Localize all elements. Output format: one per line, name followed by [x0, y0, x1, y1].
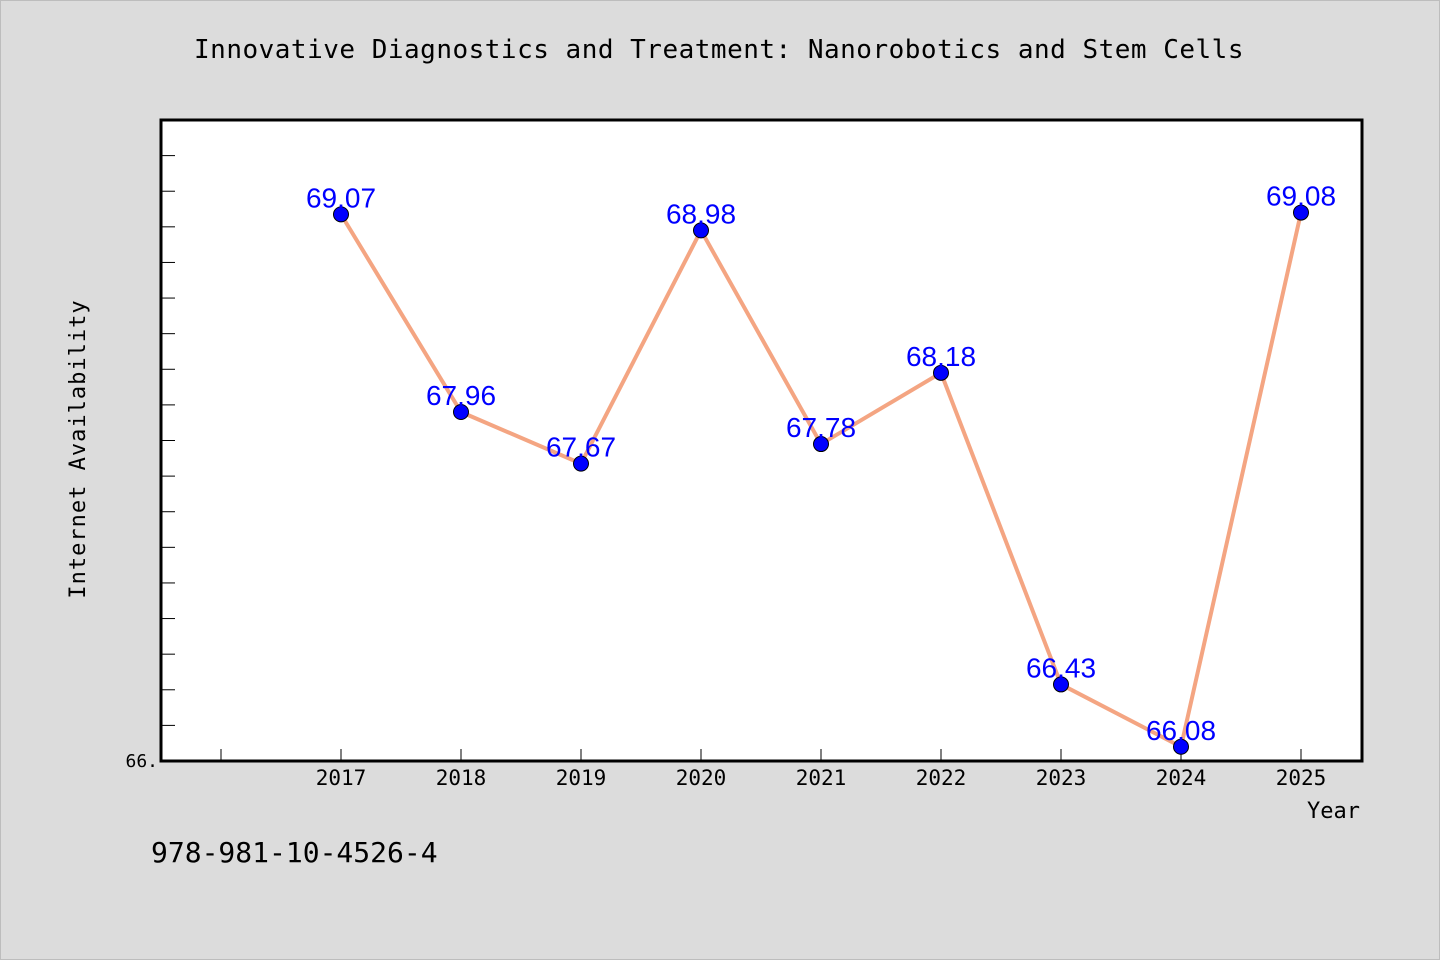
x-tick-label-2023: 2023 — [1036, 766, 1087, 790]
data-label-2025: 69.08 — [1266, 181, 1336, 212]
data-point-2020 — [693, 222, 709, 239]
data-label-2018: 67.96 — [426, 380, 496, 411]
x-tick-label-2022: 2022 — [916, 766, 967, 790]
data-label-2022: 68.18 — [906, 341, 976, 372]
x-axis-ticks: 2017 2018 2019 2020 2021 2022 2023 2024 2025 — [220, 749, 1327, 790]
data-point-2022 — [933, 364, 949, 381]
marker-layer — [333, 204, 1309, 755]
chart-title: Innovative Diagnostics and Treatment: Na… — [194, 35, 1244, 65]
data-point-2023 — [1053, 676, 1069, 693]
x-tick-label-2020: 2020 — [676, 766, 727, 790]
x-axis-label: Year — [1307, 799, 1360, 824]
x-tick-label-2024: 2024 — [1156, 766, 1207, 790]
y-tick-label: 66. — [125, 751, 158, 772]
data-point-2024 — [1173, 738, 1189, 755]
data-point-2025 — [1293, 204, 1309, 221]
data-point-2018 — [453, 404, 469, 421]
data-point-2019 — [573, 455, 589, 472]
data-label-2023: 66.43 — [1026, 652, 1096, 683]
data-label-2024: 66.08 — [1146, 715, 1216, 746]
data-label-2020: 68.98 — [666, 198, 736, 229]
data-point-2021 — [813, 436, 829, 453]
data-label-layer: 69.07 67.96 67.67 68.98 67.78 68.18 66.43 66.08… — [306, 181, 1336, 746]
isbn-label: 978-981-10-4526-4 — [151, 836, 438, 869]
data-label-2021: 67.78 — [786, 412, 856, 443]
data-point-2017 — [333, 206, 349, 223]
x-tick-label-2019: 2019 — [556, 766, 607, 790]
y-axis-ticks: 66. — [125, 155, 175, 772]
x-tick-label-2018: 2018 — [436, 766, 487, 790]
x-tick-label-2017: 2017 — [316, 766, 367, 790]
x-tick-label-2021: 2021 — [796, 766, 847, 790]
data-label-2019: 67.67 — [546, 432, 616, 463]
data-label-2017: 69.07 — [306, 182, 376, 213]
y-axis-label: Internet Availability — [66, 299, 91, 598]
plot-area — [159, 118, 1364, 763]
x-tick-label-2025: 2025 — [1276, 766, 1327, 790]
